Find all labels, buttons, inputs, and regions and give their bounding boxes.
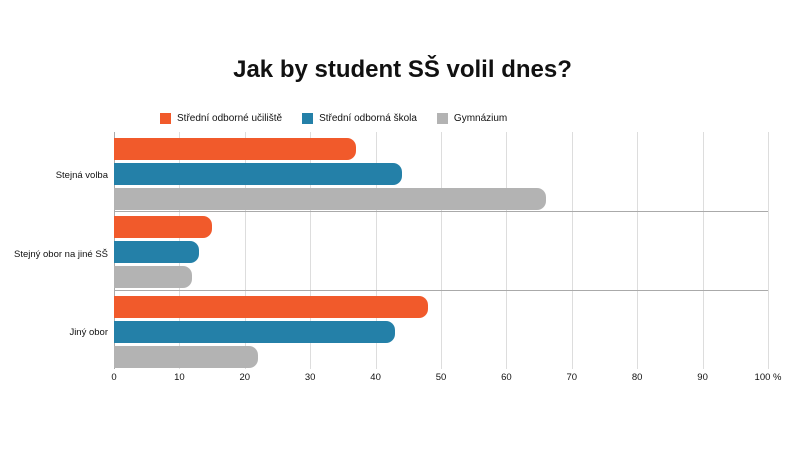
x-tick-label: 80 xyxy=(631,372,643,383)
x-tick-label: 10 xyxy=(174,372,185,383)
x-tick-label: 0 xyxy=(111,372,117,383)
bar xyxy=(114,216,213,238)
bar xyxy=(114,266,193,288)
legend: Střední odborné učiliště Střední odborná… xyxy=(160,113,507,124)
gridline xyxy=(310,132,312,369)
gridline xyxy=(506,132,508,369)
legend-item-sou: Střední odborné učiliště xyxy=(160,113,282,124)
category-label: Stejný obor na jiné SŠ xyxy=(13,249,108,260)
x-tick-label: 60 xyxy=(501,372,512,383)
x-tick-label: 100 % xyxy=(754,372,782,383)
category-label: Jiný obor xyxy=(69,327,108,338)
gridline xyxy=(637,132,639,369)
x-tick-label: 40 xyxy=(370,372,381,383)
gridline xyxy=(375,132,377,369)
x-tick-label: 50 xyxy=(435,372,447,383)
bar xyxy=(114,241,200,263)
legend-swatch-icon xyxy=(302,113,314,124)
x-tick-label: 90 xyxy=(697,372,708,383)
group-separator xyxy=(114,290,768,291)
bar xyxy=(114,346,258,368)
x-tick-label: 20 xyxy=(239,372,251,383)
legend-label: Gymnázium xyxy=(453,113,508,124)
bar xyxy=(114,138,356,160)
gridline xyxy=(441,132,442,369)
category-label: Stejná volba xyxy=(55,170,108,181)
chart-title: Jak by student SŠ volil dnes? xyxy=(233,56,572,83)
legend-item-sos: Střední odborná škola xyxy=(302,113,417,124)
bar xyxy=(114,188,546,210)
bar xyxy=(114,163,402,185)
legend-swatch-icon xyxy=(436,113,448,124)
legend-label: Střední odborná škola xyxy=(319,113,417,124)
x-tick-label: 70 xyxy=(566,372,578,383)
gridline xyxy=(768,132,769,369)
x-tick-label: 30 xyxy=(304,372,316,383)
plot-area xyxy=(114,132,769,369)
legend-item-gymnazium: Gymnázium xyxy=(436,113,508,124)
legend-label: Střední odborné učiliště xyxy=(177,113,283,124)
gridline xyxy=(244,132,246,369)
bar xyxy=(114,321,396,343)
gridline xyxy=(702,132,704,369)
legend-swatch-icon xyxy=(160,113,171,124)
gridline xyxy=(571,132,573,369)
bar xyxy=(114,296,428,318)
group-separator xyxy=(114,211,768,212)
